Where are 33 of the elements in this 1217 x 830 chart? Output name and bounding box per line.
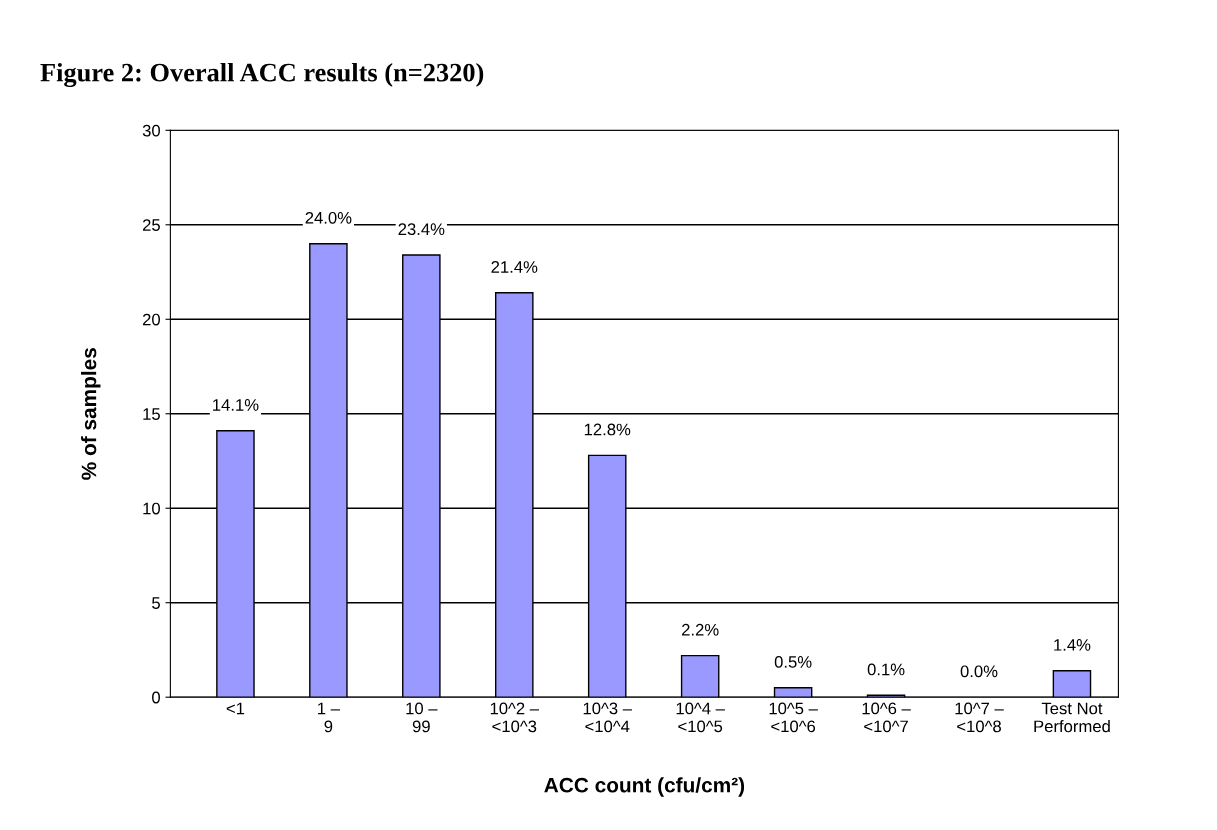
data-label: 0.0% bbox=[960, 665, 998, 678]
data-label: 24.0% bbox=[305, 211, 352, 224]
x-tick-label: <1 bbox=[226, 702, 245, 715]
data-label: 14.1% bbox=[213, 399, 259, 411]
bar bbox=[680, 654, 720, 698]
data-label: 0.1% bbox=[867, 663, 905, 676]
x-tick-label: 10^2 – <10^3 bbox=[490, 702, 540, 733]
bar bbox=[1052, 670, 1092, 698]
y-tick-label: 0 bbox=[152, 691, 161, 704]
y-tick-label: 10 bbox=[143, 502, 161, 515]
y-tick-label: 15 bbox=[143, 408, 160, 420]
x-tick-label: 10 – 99 bbox=[406, 702, 438, 733]
x-tick-label: 10^3 – <10^4 bbox=[583, 702, 632, 733]
x-tick-label: 10^4 – <10^5 bbox=[676, 702, 725, 733]
data-label: 1.4% bbox=[1054, 639, 1091, 651]
x-tick-label: Test Not Performed bbox=[1034, 702, 1110, 733]
x-tick-label: 10^6 – <10^7 bbox=[862, 702, 911, 733]
y-tick-label: 5 bbox=[152, 597, 160, 609]
x-axis-title: ACC count (cfu/cm²) bbox=[544, 777, 745, 797]
data-label: 21.4% bbox=[491, 261, 538, 273]
data-label: 23.4% bbox=[398, 223, 445, 236]
y-tick-label: 30 bbox=[142, 124, 161, 137]
y-tick-label: 25 bbox=[142, 219, 160, 231]
x-tick-label: 10^5 – <10^6 bbox=[769, 702, 818, 733]
y-tick-label: 20 bbox=[142, 313, 161, 326]
chart-title: Figure 2: Overall ACC results (n=2320) bbox=[40, 62, 484, 88]
bar bbox=[773, 687, 813, 698]
x-tick-label: 10^7 – <10^8 bbox=[955, 702, 1004, 733]
data-label: 12.8% bbox=[584, 423, 631, 436]
data-label: 0.5% bbox=[774, 655, 812, 668]
y-axis-title: % of samples bbox=[81, 348, 101, 480]
data-label: 2.2% bbox=[682, 623, 719, 636]
x-tick-label: 1 – 9 bbox=[318, 702, 340, 733]
